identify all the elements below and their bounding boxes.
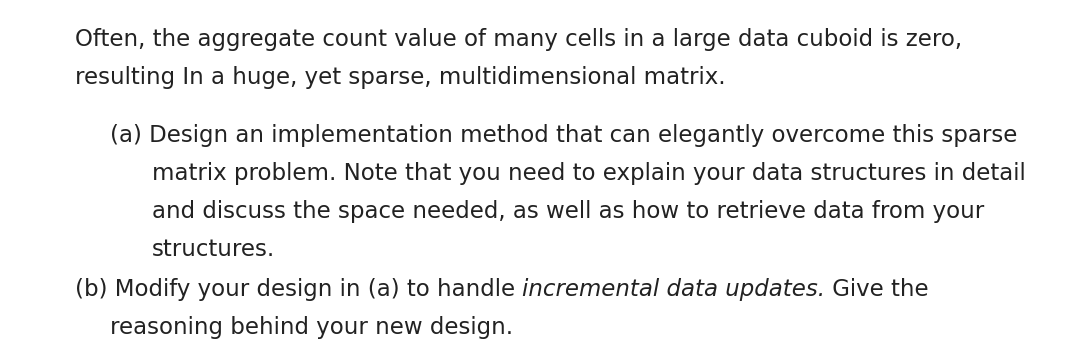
- Text: and discuss the space needed, as well as how to retrieve data from your: and discuss the space needed, as well as…: [152, 200, 984, 223]
- Text: resulting In a huge, yet sparse, multidimensional matrix.: resulting In a huge, yet sparse, multidi…: [75, 66, 726, 89]
- Text: structures.: structures.: [152, 238, 275, 261]
- Text: matrix problem. Note that you need to explain your data structures in detail: matrix problem. Note that you need to ex…: [152, 162, 1026, 185]
- Text: (b) Modify your design in (a) to handle: (b) Modify your design in (a) to handle: [75, 278, 523, 301]
- Text: (a) Design an implementation method that can elegantly overcome this sparse: (a) Design an implementation method that…: [110, 124, 1017, 147]
- Text: Give the: Give the: [825, 278, 929, 301]
- Text: reasoning behind your new design.: reasoning behind your new design.: [110, 316, 513, 339]
- Text: incremental data updates.: incremental data updates.: [523, 278, 825, 301]
- Text: Often, the aggregate count value of many cells in a large data cuboid is zero,: Often, the aggregate count value of many…: [75, 28, 962, 51]
